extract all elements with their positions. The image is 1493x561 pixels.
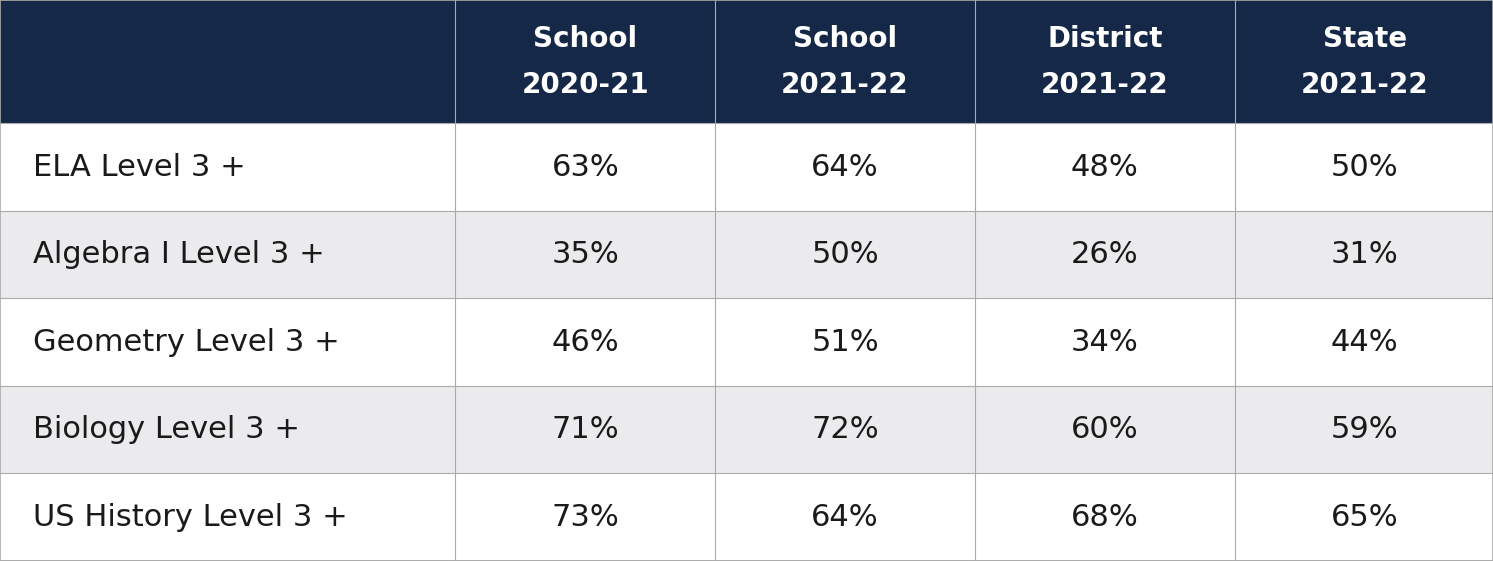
Text: 2020-21: 2020-21 (521, 71, 649, 99)
Bar (0, 473, 455, 561)
Text: Algebra I Level 3 +: Algebra I Level 3 + (33, 240, 324, 269)
Bar (1235, 211, 1493, 298)
Text: Biology Level 3 +: Biology Level 3 + (33, 415, 300, 444)
Bar (715, 0, 975, 123)
Text: 26%: 26% (1070, 240, 1139, 269)
Text: 50%: 50% (811, 240, 879, 269)
Bar (715, 123, 975, 211)
Text: District: District (1047, 25, 1163, 53)
Bar (1235, 298, 1493, 386)
Text: 50%: 50% (1330, 153, 1399, 182)
Bar (455, 473, 715, 561)
Bar (975, 123, 1235, 211)
Text: 65%: 65% (1330, 503, 1399, 532)
Text: 73%: 73% (551, 503, 620, 532)
Bar (455, 0, 715, 123)
Bar (455, 298, 715, 386)
Bar (455, 211, 715, 298)
Text: 31%: 31% (1330, 240, 1399, 269)
Text: 46%: 46% (551, 328, 620, 357)
Text: 72%: 72% (811, 415, 879, 444)
Bar (975, 0, 1235, 123)
Bar (0, 386, 455, 473)
Text: 34%: 34% (1070, 328, 1139, 357)
Bar (715, 386, 975, 473)
Text: School: School (533, 25, 638, 53)
Bar (455, 123, 715, 211)
Text: 51%: 51% (811, 328, 879, 357)
Bar (455, 386, 715, 473)
Text: 59%: 59% (1330, 415, 1399, 444)
Bar (0, 211, 455, 298)
Text: 64%: 64% (811, 153, 879, 182)
Text: 2021-22: 2021-22 (781, 71, 909, 99)
Text: 2021-22: 2021-22 (1300, 71, 1429, 99)
Text: US History Level 3 +: US History Level 3 + (33, 503, 348, 532)
Text: Geometry Level 3 +: Geometry Level 3 + (33, 328, 339, 357)
Bar (715, 298, 975, 386)
Bar (1235, 386, 1493, 473)
Bar (715, 211, 975, 298)
Bar (0, 123, 455, 211)
Bar (0, 0, 455, 123)
Text: School: School (793, 25, 897, 53)
Bar (975, 211, 1235, 298)
Bar (1235, 0, 1493, 123)
Text: ELA Level 3 +: ELA Level 3 + (33, 153, 245, 182)
Text: 64%: 64% (811, 503, 879, 532)
Text: 48%: 48% (1070, 153, 1139, 182)
Bar (715, 473, 975, 561)
Text: State: State (1323, 25, 1406, 53)
Text: 44%: 44% (1330, 328, 1399, 357)
Text: 68%: 68% (1070, 503, 1139, 532)
Text: 60%: 60% (1070, 415, 1139, 444)
Bar (975, 473, 1235, 561)
Text: 35%: 35% (551, 240, 620, 269)
Bar (975, 298, 1235, 386)
Bar (975, 386, 1235, 473)
Bar (1235, 473, 1493, 561)
Text: 2021-22: 2021-22 (1041, 71, 1169, 99)
Text: 71%: 71% (551, 415, 620, 444)
Bar (1235, 123, 1493, 211)
Text: 63%: 63% (551, 153, 620, 182)
Bar (0, 298, 455, 386)
